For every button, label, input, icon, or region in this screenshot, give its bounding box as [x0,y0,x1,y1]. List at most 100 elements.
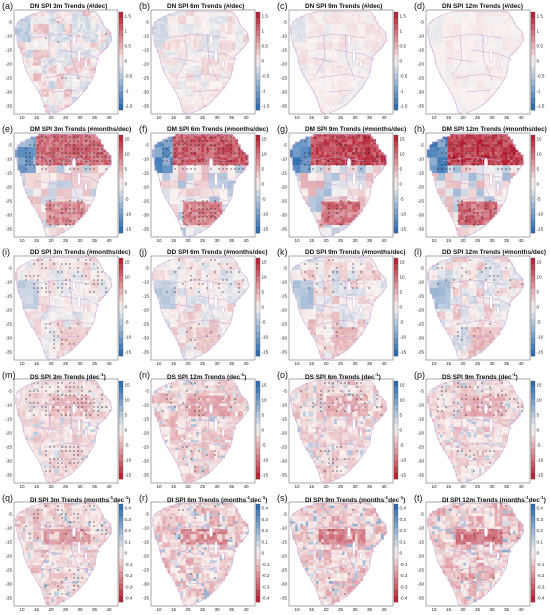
colorbar-tick-label: 15 [262,383,268,388]
x-tick-label: 10 [19,607,25,612]
country-border [441,402,503,408]
significance-dot [33,513,35,515]
significance-dot [49,216,51,218]
colorbar-tick-label: 0 [537,428,540,433]
significance-dot [485,279,487,281]
significance-dot [45,160,47,162]
colorbar [530,503,536,603]
country-border [196,541,238,553]
colorbar-tick-label: -0.3 [262,584,270,589]
colorbar-tick-label: 0 [537,59,540,64]
country-border [318,442,366,448]
significance-dot [226,271,228,273]
colorbar-tick-label: -5 [262,443,267,448]
country-border [69,33,81,81]
colorbar-tick-label: 0.5 [125,44,132,49]
significance-dot [65,283,67,285]
significance-dot [61,581,63,583]
colorbar-segment [119,405,123,412]
colorbar-segment [119,135,123,142]
trend-field [15,11,112,116]
significance-dot [380,156,382,158]
significance-dot [97,283,99,285]
lake [221,59,225,69]
colorbar-segment [119,516,123,523]
significance-dot [489,200,491,202]
x-tick-label: 20 [323,361,329,366]
significance-dot [308,287,310,289]
significance-dot [190,279,192,281]
significance-dot [97,148,99,150]
significance-dot [49,224,51,226]
country-border [304,402,366,408]
significance-dot [190,208,192,210]
significance-dot [501,382,503,384]
colorbar-segment [394,405,398,412]
country-border [190,335,216,339]
significance-dot [73,446,75,448]
significance-dot [69,204,71,206]
colorbar-segment [119,147,123,154]
significance-dot [202,136,204,138]
lake [352,48,356,64]
significance-dot [214,136,216,138]
colorbar-segment [394,546,398,554]
panel-title-tail: dec [113,497,124,504]
colorbar-tick-label: -15 [400,473,407,478]
significance-dot [194,470,196,472]
significance-dot [364,136,366,138]
significance-dot [352,136,354,138]
colorbar-segment [394,466,398,474]
lake [84,551,88,561]
country-border [447,426,475,432]
significance-dot [465,327,467,329]
significance-dot [77,398,79,400]
significance-dot [308,168,310,170]
x-tick-label: 25 [475,115,481,120]
significance-dot [489,156,491,158]
significance-dot [93,291,95,293]
colorbar-segment [394,79,398,86]
country-border [190,581,216,585]
colorbar-tick-label: -0.4 [537,596,545,601]
x-tick-label: 20 [323,607,329,612]
y-tick-label: -15 [280,48,287,53]
colorbar-tick-label: 0.1 [537,539,544,544]
significance-dot [312,275,314,277]
panel-label: (c) [277,1,288,11]
colorbar-tick-label: -0.4 [400,596,408,601]
country-border [471,295,513,307]
significance-dot [461,200,463,202]
significance-dot [505,148,507,150]
panel-title: DS SPI 3m Trends (dec-1) [30,372,106,381]
significance-dot [509,156,511,158]
colorbar-segment [256,546,260,554]
colorbar-segment [256,540,260,548]
colorbar-segment [119,534,123,542]
y-tick-label: -10 [417,34,424,39]
significance-dot [320,148,322,150]
trend-field [290,380,387,485]
significance-dot [101,156,103,158]
significance-dot [61,208,63,210]
significance-dot [489,323,491,325]
colorbar-segment [394,12,398,19]
significance-dot [332,271,334,273]
significance-dot [53,458,55,460]
colorbar-segment [394,85,398,92]
significance-dot [45,406,47,408]
country-border [166,156,228,162]
colorbar-tick-label: -15 [125,473,132,478]
significance-dot [457,382,459,384]
significance-dot [73,537,75,539]
colorbar-segment [119,595,123,603]
significance-dot [85,140,87,142]
significance-dot [501,402,503,404]
significance-dot [489,394,491,396]
y-tick-label: -10 [280,280,287,285]
significance-dot [344,593,346,595]
significance-dot [61,77,63,79]
colorbar-tick-label: 0.5 [262,44,269,49]
significance-dot [489,267,491,269]
country-border [334,418,376,430]
